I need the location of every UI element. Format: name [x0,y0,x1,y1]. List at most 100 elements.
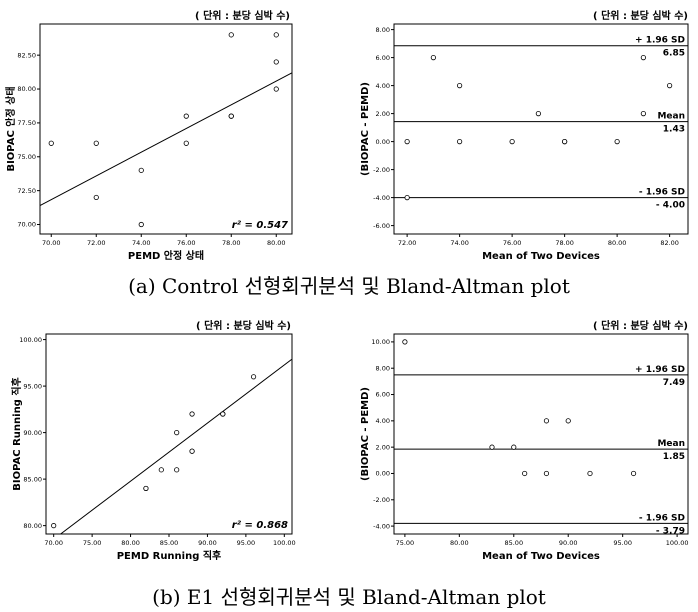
data-point [143,485,149,492]
data-point [430,54,436,61]
y-tick-label: 6.00 [376,391,390,399]
data-point [522,470,528,477]
data-point [228,32,234,38]
y-tick-label: 10.00 [371,338,390,346]
x-tick-label: 80.00 [608,239,627,247]
data-point [250,374,257,380]
data-point [614,139,620,145]
unit-note: ( 단위 : 분당 심박 수) [195,9,290,22]
plot-frame [393,23,689,235]
x-tick-label: 85.00 [504,539,523,547]
x-tick-label: 95.00 [237,539,256,547]
plot-frame [45,333,293,535]
y-tick-label: 6.00 [376,54,390,62]
reference-line-label: + 1.96 SD [635,36,685,46]
control-bland-altman-chart: ( 단위 : 분당 심박 수) 72.00 74.00 76.00 78.00 80.00… [360,9,689,262]
y-tick-label: 2.00 [376,443,390,451]
reference-line-label: - 1.96 SD [639,188,685,198]
data-point [183,140,189,146]
reference-line-value: - 4.00 [656,201,685,211]
y-axis-label: BIOPAC Running 직후 [10,377,23,490]
y-tick-label: 4.00 [376,417,390,425]
y-tick-label: 0.00 [376,470,390,478]
y-tick-label: -2.00 [373,166,390,174]
reference-line-label: - 1.96 SD [639,513,685,523]
data-point [640,54,646,61]
data-point [93,140,99,146]
data-point [138,167,144,173]
data-point [220,411,226,417]
y-tick-label: 0.00 [376,138,390,146]
y-tick-label: -4.00 [373,522,390,530]
data-point [640,111,646,117]
x-tick-label: 90.00 [559,539,578,547]
unit-note: ( 단위 : 분당 심박 수) [196,319,291,332]
x-tick-label: 76.00 [177,239,196,247]
x-tick-label: 85.00 [160,539,179,547]
data-point [543,470,550,477]
x-axis-label: PEMD Running 직후 [117,549,222,562]
data-point [189,411,195,417]
x-tick-label: 70.00 [42,239,61,247]
x-tick-label: 75.00 [396,539,415,547]
x-tick-label: 82.00 [660,239,679,247]
y-axis-label: BIOPAC 안정 상태 [4,86,17,171]
data-point [189,448,195,454]
x-tick-label: 70.00 [44,539,63,547]
unit-note: ( 단위 : 분당 심박 수) [593,319,688,332]
reference-line-value: 7.49 [663,378,685,388]
y-tick-label: 85.00 [23,475,42,483]
y-tick-label: -2.00 [373,496,390,504]
y-tick-label: 4.00 [376,82,390,90]
data-point [404,139,410,145]
r-squared-label: r² = 0.868 [232,520,288,531]
data-point [404,195,410,201]
y-tick-label: 82.50 [17,51,36,59]
data-point [587,470,593,477]
data-point [509,139,515,145]
y-axis-label: (BIOPAC - PEMD) [360,387,371,481]
reference-line-label: Mean [657,439,685,449]
data-point [273,86,279,92]
data-point [402,339,408,345]
x-tick-label: 80.00 [450,539,469,547]
data-point [174,467,180,473]
r-squared-label: r² = 0.547 [232,220,288,231]
data-point [630,470,637,477]
caption-b: (b) E1 선형회귀분석 및 Bland-Altman plot [152,585,546,609]
regression-line [40,72,292,206]
reference-line-label: Mean [657,112,685,122]
y-tick-label: 8.00 [376,26,390,34]
data-point [158,467,164,473]
y-tick-label: 95.00 [23,382,42,390]
reference-line-value: 1.43 [663,125,685,135]
plot-frame [39,23,293,235]
data-point [93,194,99,201]
x-axis-label: Mean of Two Devices [482,551,600,562]
x-tick-label: 74.00 [132,239,151,247]
x-tick-label: 80.00 [121,539,140,547]
data-point [228,113,234,119]
y-tick-label: 90.00 [23,429,42,437]
x-tick-label: 74.00 [450,239,469,247]
data-point [174,430,180,436]
data-point [535,111,541,117]
data-point [138,221,144,228]
x-axis-label: Mean of Two Devices [482,251,600,262]
data-point [667,83,673,89]
unit-note: ( 단위 : 분당 심박 수) [593,9,688,22]
data-point [51,523,57,529]
data-point [273,59,279,65]
data-point [565,418,571,424]
y-tick-label: 80.00 [17,85,36,93]
x-tick-label: 100.00 [666,539,689,547]
x-tick-label: 100.00 [273,539,296,547]
x-tick-label: 78.00 [555,239,574,247]
y-tick-label: 72.50 [17,187,36,195]
y-tick-label: 8.00 [376,364,390,372]
reference-line-value: 1.85 [663,452,685,462]
y-tick-label: 70.00 [17,221,36,229]
x-axis-label: PEMD 안정 상태 [128,249,204,262]
reference-line-value: 6.85 [663,49,685,59]
